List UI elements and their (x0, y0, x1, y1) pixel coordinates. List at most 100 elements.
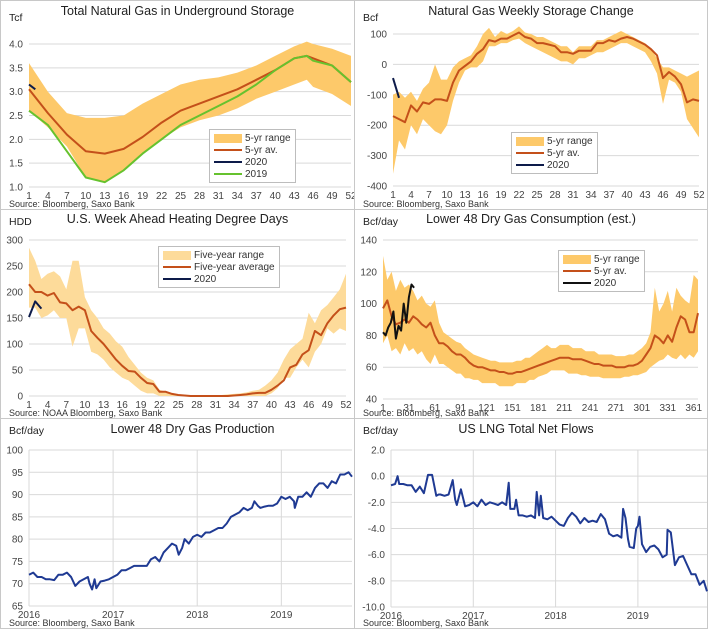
y-tick-label: 3.5 (9, 63, 23, 74)
x-tick-label: 1 (390, 190, 396, 201)
y-tick-label: 80 (366, 331, 378, 342)
y-tick-label: 1.0 (9, 183, 23, 194)
legend-label: 5-yr av. (547, 147, 580, 159)
x-tick-label: 46 (308, 191, 320, 202)
x-tick-label: 2016 (18, 610, 41, 621)
series-band-five-year-range (29, 247, 346, 396)
x-tick-label: 271 (608, 403, 625, 414)
x-tick-label: 7 (64, 400, 70, 411)
chart-panel-production: Lower 48 Dry Gas Production Bcf/day 65 70… (0, 418, 355, 629)
x-tick-label: 16 (118, 191, 130, 202)
x-tick-label: 2018 (186, 610, 209, 621)
legend-item: 2019 (214, 168, 291, 180)
chart-panel-consumption: Lower 48 Dry Gas Consumption (est.) Bcf/… (354, 209, 708, 419)
legend-item: Five-year range (163, 249, 275, 261)
x-tick-label: 34 (585, 190, 597, 201)
x-tick-label: 181 (530, 403, 547, 414)
x-tick-label: 2016 (380, 611, 403, 622)
x-tick-label: 151 (504, 403, 521, 414)
x-tick-label: 22 (156, 191, 168, 202)
x-tick-label: 361 (685, 403, 702, 414)
y-tick-label: 200 (6, 288, 23, 299)
legend-label: 5-yr av. (594, 265, 627, 277)
x-tick-label: 25 (531, 190, 543, 201)
chart-panel-storage: Total Natural Gas in Underground Storage… (0, 0, 356, 210)
x-tick-label: 40 (266, 400, 278, 411)
legend-label: 2020 (194, 273, 217, 285)
x-tick-label: 61 (429, 403, 441, 414)
y-tick-label: 100 (6, 446, 23, 457)
x-tick-label: 40 (621, 190, 633, 201)
chart-title: Natural Gas Weekly Storage Change (428, 4, 634, 18)
x-tick-label: 7 (64, 191, 70, 202)
y-axis-unit: HDD (9, 216, 32, 228)
y-tick-label: 60 (366, 363, 378, 374)
x-tick-label: 2019 (627, 611, 650, 622)
x-tick-label: 28 (191, 400, 203, 411)
series-line-2020 (382, 283, 415, 340)
legend-swatch (214, 133, 242, 143)
x-tick-label: 2017 (462, 611, 485, 622)
y-tick-label: 140 (360, 236, 377, 247)
x-tick-label: 43 (639, 190, 651, 201)
y-tick-label: 80 (12, 535, 24, 546)
y-tick-label: 2.0 (371, 446, 385, 457)
x-tick-label: 37 (251, 191, 263, 202)
legend-label: 5-yr range (547, 135, 593, 147)
chart-title: Lower 48 Dry Gas Consumption (est.) (426, 212, 636, 226)
chart-svg: 1.0 1.5 2.0 2.5 3.0 3.5 4.0 1 4 7 10 13 16 19 22 25 28 31… (9, 40, 356, 203)
legend-label: 5-yr range (594, 253, 640, 265)
x-tick-label: 31 (567, 190, 579, 201)
chart-svg: 40 60 80 100 120 140 1 31 61 91 121 151 181 211 241 271… (360, 236, 702, 415)
x-tick-label: 19 (135, 400, 147, 411)
legend-label: 2020 (594, 277, 617, 289)
x-tick-label: 13 (99, 191, 111, 202)
x-tick-label: 37 (603, 190, 615, 201)
chart-svg: 0 50 100 150 200 250 300 1 4 7 10 13 16 19 22 25 28 31 34 3… (6, 236, 352, 412)
y-tick-label: 100 (6, 340, 23, 351)
series-line-2020 (28, 300, 43, 318)
x-tick-label: 49 (322, 400, 334, 411)
legend-swatch (563, 254, 591, 264)
x-tick-label: 2018 (544, 611, 567, 622)
x-tick-label: 10 (79, 400, 91, 411)
chart-svg: 65 70 75 80 85 90 95 100 2016 2017 2018 2019 (6, 446, 353, 621)
y-tick-label: -200 (367, 121, 387, 132)
x-tick-label: 91 (455, 403, 467, 414)
legend-item: 2020 (163, 273, 275, 285)
y-tick-label: -100 (367, 90, 387, 101)
x-tick-label: 46 (303, 400, 315, 411)
legend-label: 2020 (547, 159, 570, 171)
chart-legend: 5-yr range 5-yr av. 2020 2019 (209, 129, 296, 183)
legend-swatch (163, 266, 191, 268)
chart-svg: -400 -300 -200 -100 0 100 1 4 7 10 13 16 19 22 25 28 31 3… (367, 26, 705, 201)
x-tick-label: 1 (26, 400, 32, 411)
x-tick-label: 13 (98, 400, 110, 411)
x-tick-label: 52 (340, 400, 352, 411)
x-tick-label: 331 (659, 403, 676, 414)
y-tick-label: -300 (367, 151, 387, 162)
x-tick-label: 25 (173, 400, 185, 411)
series-line-2019 (28, 54, 352, 184)
legend-item: 5-yr av. (516, 147, 593, 159)
legend-item: 2020 (214, 156, 291, 168)
x-tick-label: 43 (284, 400, 296, 411)
legend-item: 5-yr range (516, 135, 593, 147)
x-tick-label: 52 (693, 190, 705, 201)
y-tick-label: 0 (17, 392, 23, 403)
y-tick-label: 95 (12, 468, 24, 479)
legend-label: 2020 (245, 156, 268, 168)
x-tick-label: 121 (478, 403, 495, 414)
chart-panel-weekly-change: Natural Gas Weekly Storage Change Bcf -4… (354, 0, 708, 210)
legend-swatch (516, 136, 544, 146)
y-axis-unit: Bcf/day (363, 216, 399, 228)
legend-item: 5-yr av. (563, 265, 640, 277)
legend-swatch (214, 173, 242, 175)
x-tick-label: 34 (229, 400, 241, 411)
legend-swatch (563, 282, 591, 284)
legend-item: 5-yr range (563, 253, 640, 265)
x-tick-label: 16 (117, 400, 129, 411)
legend-label: 5-yr range (245, 132, 291, 144)
y-tick-label: 250 (6, 262, 23, 273)
y-tick-label: 1.5 (9, 159, 23, 170)
